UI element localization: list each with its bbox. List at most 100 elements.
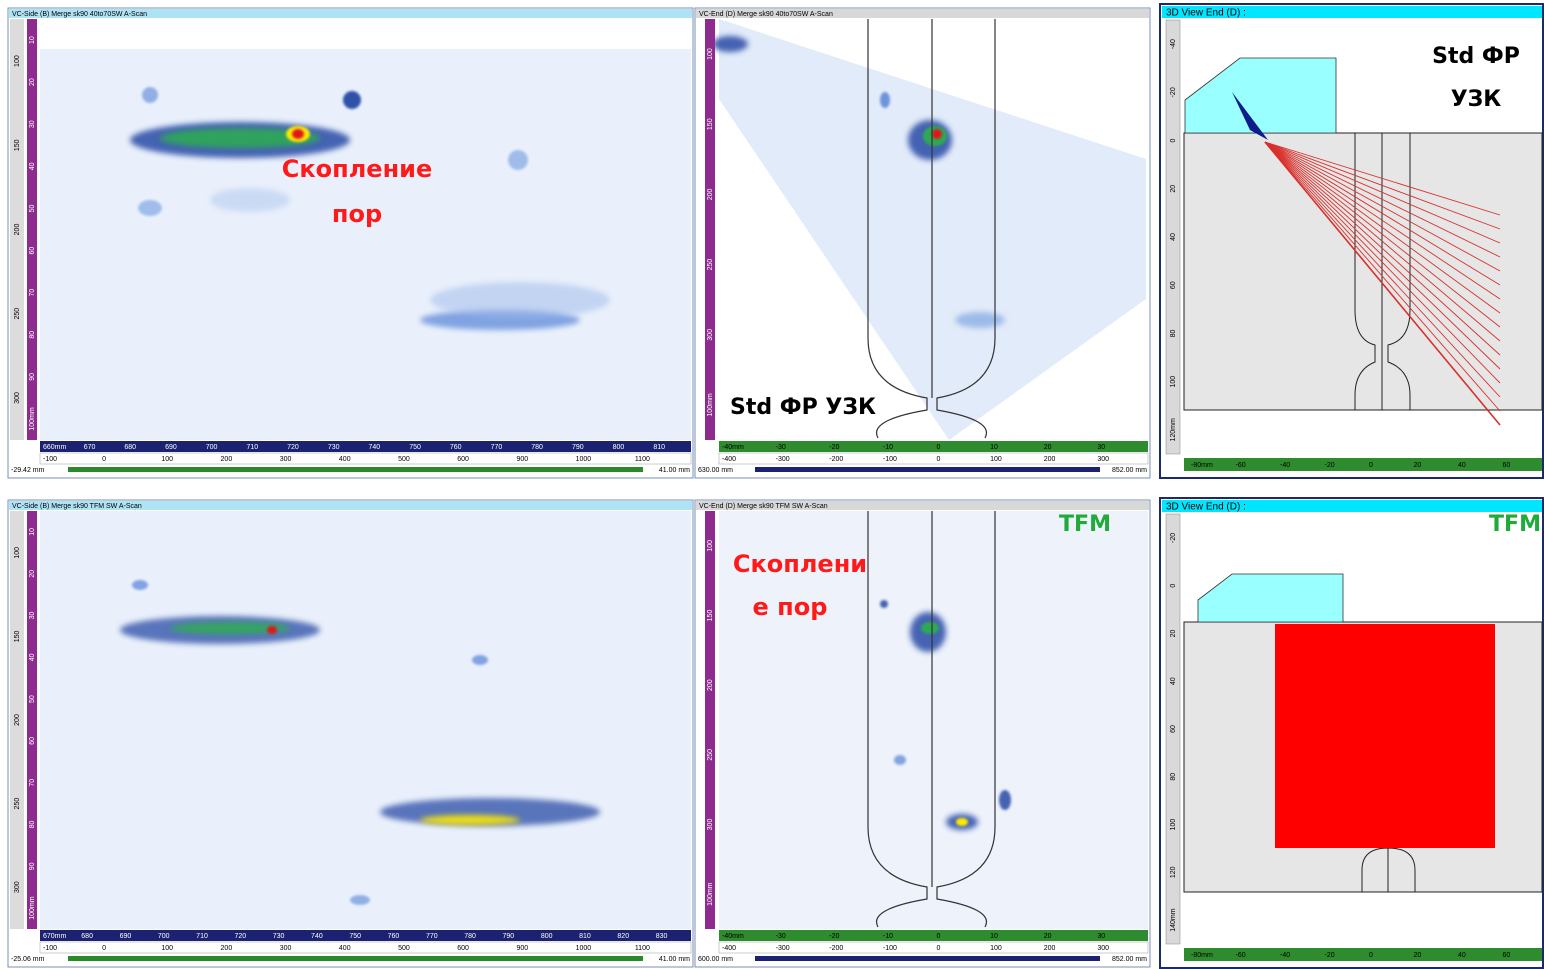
indication (430, 282, 610, 318)
ruler-label: 740 (369, 444, 381, 451)
ruler-label: 60 (29, 737, 36, 745)
ruler-label: 0 (1170, 584, 1177, 588)
ruler-label: 200 (1044, 456, 1056, 463)
ruler-label: -300 (776, 456, 790, 463)
ruler-label: -40mm (722, 933, 744, 940)
ruler-label: 300 (707, 819, 714, 831)
ruler-label: -30 (776, 444, 786, 451)
v-ruler (705, 511, 715, 929)
ruler-label: 0 (937, 945, 941, 952)
ruler-label: 100 (1170, 376, 1177, 388)
annotation: Скоплени (733, 550, 867, 578)
ruler-label: -20 (1325, 462, 1335, 469)
ruler-label: 300 (280, 456, 292, 463)
ruler-label: 800 (613, 444, 625, 451)
indication (880, 600, 888, 608)
ruler-label: 250 (14, 798, 21, 810)
ruler-label: -80mm (1191, 462, 1213, 469)
ruler-label: 20 (29, 570, 36, 578)
scan-gap (40, 19, 691, 49)
ruler-label: 150 (707, 118, 714, 130)
ruler-label: 100 (990, 945, 1002, 952)
scroll-bar[interactable] (755, 467, 1100, 472)
ruler-label: 680 (81, 933, 93, 940)
ruler-label: 70 (29, 289, 36, 297)
ruler-label: -60 (1236, 462, 1246, 469)
indication (932, 129, 942, 139)
ruler-label: 20 (1414, 952, 1422, 959)
ruler-label: 10 (29, 36, 36, 44)
ruler-label: 730 (328, 444, 340, 451)
ruler-label: 40 (29, 653, 36, 661)
ruler-label: -80mm (1191, 952, 1213, 959)
ruler-label: 100mm (29, 407, 36, 431)
scroll-bar[interactable] (68, 956, 643, 961)
ruler-label: 100mm (29, 896, 36, 920)
ruler-label: 750 (349, 933, 361, 940)
specimen (1184, 133, 1542, 410)
footer-label: -25.06 mm (11, 956, 45, 963)
indication (343, 91, 361, 109)
annotation: TFM (1059, 512, 1111, 537)
ruler-label: 710 (246, 444, 258, 451)
indication (420, 815, 520, 825)
ruler-label: 1000 (576, 945, 592, 952)
ruler-label: 0 (937, 444, 941, 451)
ruler-label: 60 (1170, 281, 1177, 289)
annotation: Скопление (282, 155, 433, 183)
ruler-label: 50 (29, 204, 36, 212)
ruler-label: 300 (707, 329, 714, 341)
ruler-label: 250 (14, 308, 21, 320)
ruler-label: 200 (707, 679, 714, 691)
ruler-label: 1100 (635, 945, 650, 952)
footer-label: 41.00 mm (659, 956, 690, 963)
annotation: пор (332, 200, 382, 228)
indication (472, 655, 488, 665)
ruler-label: -40 (1280, 462, 1290, 469)
ruler-label: 800 (541, 933, 553, 940)
ruler-label: 300 (14, 881, 21, 893)
ruler-label: -60 (1236, 952, 1246, 959)
ruler-label: 700 (158, 933, 170, 940)
ruler-label: 200 (1044, 945, 1056, 952)
tfm-zone (1275, 624, 1495, 848)
panel-title: VC-End (D) Merge sk90 TFM SW A-Scan (699, 503, 828, 510)
scroll-bar[interactable] (755, 956, 1100, 961)
panel-title: 3D View End (D) : (1166, 8, 1246, 19)
annotation: УЗК (1451, 87, 1502, 112)
indication (921, 622, 939, 634)
ruler-label: 670mm (43, 933, 67, 940)
ruler-label: 30 (1097, 444, 1105, 451)
ruler-label: 100 (14, 547, 21, 559)
ruler-label: 200 (221, 945, 233, 952)
ruler-label: 690 (120, 933, 132, 940)
ruler-label: -40mm (722, 444, 744, 451)
h-ruler (40, 441, 691, 452)
indication (956, 818, 968, 826)
ruler-label: -20 (829, 933, 839, 940)
scan-image (40, 19, 691, 440)
indication (955, 312, 1005, 328)
ruler-label: -20 (1170, 533, 1177, 543)
ruler-label: 30 (1097, 933, 1105, 940)
ruler-label: 60 (1503, 462, 1511, 469)
ruler-label: 400 (339, 456, 351, 463)
ruler-label: 80 (1170, 773, 1177, 781)
annotation: Std ФР (1432, 44, 1520, 69)
indication (999, 790, 1011, 810)
ruler-label: 200 (707, 188, 714, 200)
ruler-label: 760 (450, 444, 462, 451)
ruler-label: 400 (339, 945, 351, 952)
ruler-label: -30 (776, 933, 786, 940)
ruler-label: 140mm (1170, 908, 1177, 932)
panel-title: VC-End (D) Merge sk90 40to70SW A-Scan (699, 11, 833, 18)
indication (138, 200, 162, 216)
ruler-label: 60 (29, 247, 36, 255)
ruler-label: 80 (1170, 329, 1177, 337)
ruler-label: 150 (14, 630, 21, 642)
scroll-bar[interactable] (68, 467, 643, 472)
ruler-label: 40 (1170, 233, 1177, 241)
indication (508, 150, 528, 170)
ruler-label: 40 (1170, 677, 1177, 685)
ruler-label: -400 (722, 456, 736, 463)
